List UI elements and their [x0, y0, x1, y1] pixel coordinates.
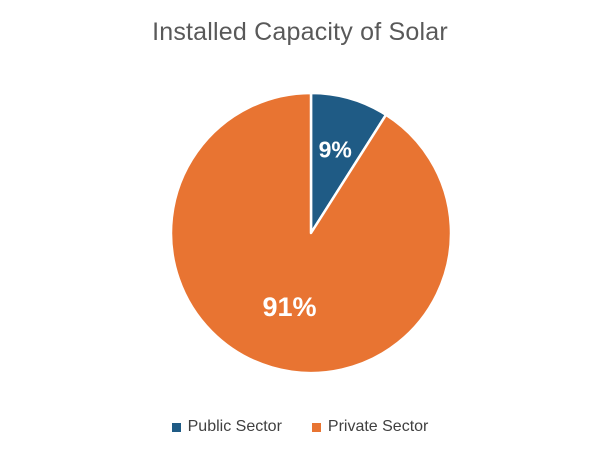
legend-swatch-public-sector — [171, 422, 181, 432]
pie-slice-public-sector — [309, 91, 388, 235]
legend-item-private-sector: Private Sector — [311, 418, 429, 436]
legend-label-private-sector: Private Sector — [327, 418, 429, 435]
legend-swatch-private-sector — [311, 422, 321, 432]
legend: Public Sector Private Sector — [0, 418, 600, 436]
legend-label-public-sector: Public Sector — [187, 418, 282, 435]
chart-title: Installed Capacity of Solar — [152, 18, 448, 46]
legend-item-public-sector: Public Sector — [171, 418, 282, 436]
data-label-private-sector: 91% — [262, 292, 316, 322]
pie-slice-private-sector — [169, 91, 453, 375]
data-label-public-sector: 9% — [319, 137, 352, 163]
